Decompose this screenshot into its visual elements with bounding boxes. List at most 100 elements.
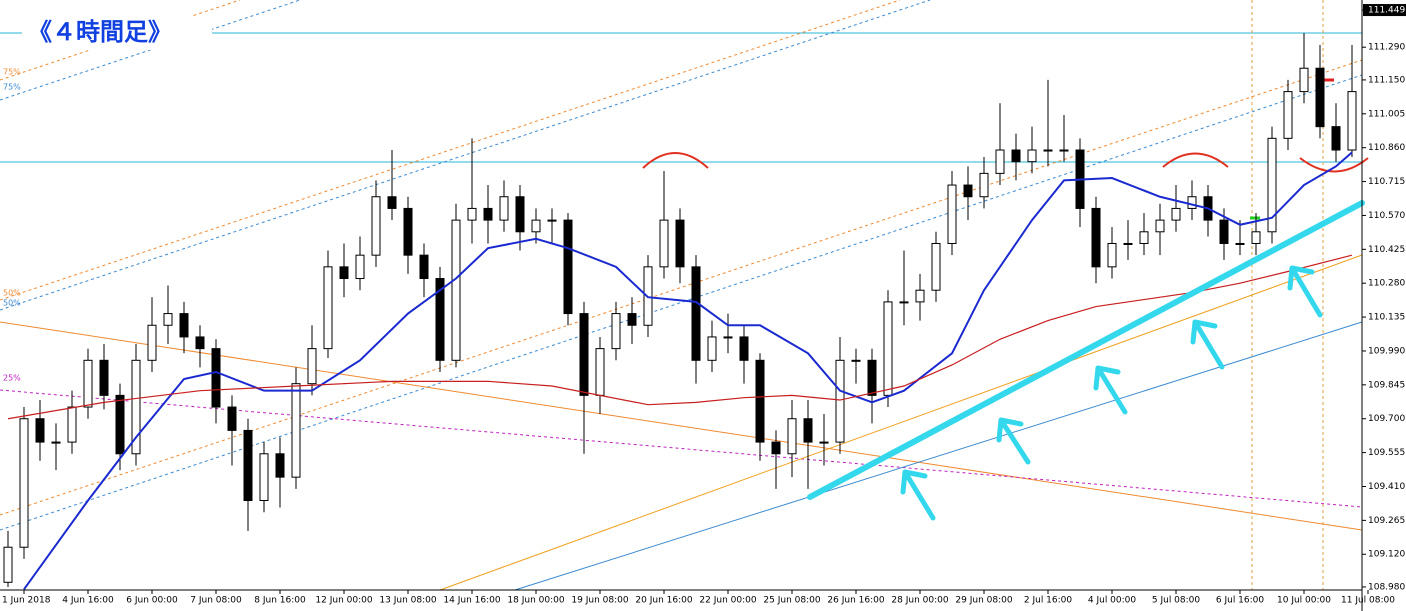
candle-body: [211, 348, 221, 408]
chart-title: 《４時間足》: [28, 18, 172, 46]
y-tick-label: 110.570: [1368, 211, 1405, 221]
channel-line: [0, 59, 1363, 516]
channel-line: [0, 0, 931, 311]
candle-body: [131, 359, 141, 455]
y-tick-label: 110.425: [1368, 245, 1405, 255]
arrow: [1190, 319, 1225, 370]
candle-body: [451, 219, 461, 361]
candle-body: [163, 313, 173, 326]
candle-body: [1123, 242, 1133, 245]
x-tick-label: 10 Jul 00:00: [1277, 596, 1331, 606]
candle-body: [595, 348, 605, 396]
candle-body: [467, 207, 477, 221]
candle-body: [483, 207, 493, 221]
candle-body: [867, 359, 877, 396]
candle-body: [259, 453, 269, 502]
candle-body: [803, 418, 813, 443]
candle-body: [947, 184, 957, 244]
candle-body: [419, 254, 429, 280]
x-tick-label: 5 Jul 08:00: [1152, 596, 1201, 606]
candle-body: [83, 359, 93, 408]
candle-body: [3, 546, 13, 583]
x-tick-label: 20 Jun 16:00: [635, 596, 692, 606]
candle-body: [179, 313, 189, 338]
arc: [1162, 152, 1229, 168]
overlay: [807, 200, 1365, 521]
candle-body: [1331, 126, 1341, 151]
x-tick-label: 22 Jun 00:00: [699, 596, 756, 606]
arrows: [900, 265, 1323, 521]
candle-body: [1139, 231, 1149, 244]
last-price-box: [1363, 4, 1406, 17]
y-tick-label: 109.555: [1368, 448, 1405, 458]
candle-body: [771, 441, 781, 455]
arrow: [1287, 265, 1323, 318]
level-label: 75%: [3, 83, 21, 92]
candle-body: [243, 429, 253, 502]
y-tick-label: 109.410: [1368, 482, 1405, 492]
candle-body: [1155, 219, 1165, 233]
channel-line: [0, 74, 1363, 531]
candle-body: [883, 301, 893, 396]
y-tick-label: 111.005: [1368, 109, 1405, 119]
level-label: 25%: [3, 374, 21, 383]
candle-body: [275, 453, 285, 478]
x-tick-label: 18 Jun 00:00: [507, 596, 564, 606]
arrow: [900, 469, 936, 521]
candle-body: [531, 219, 541, 233]
candle-body: [499, 196, 509, 221]
candle-body: [1187, 196, 1197, 209]
candle-body: [1107, 242, 1117, 268]
candle-body: [563, 219, 573, 315]
candle-body: [323, 266, 333, 350]
candle-body: [1235, 242, 1245, 245]
candle-body: [627, 313, 637, 326]
arrow: [996, 417, 1031, 465]
x-tick-label: 19 Jun 08:00: [571, 596, 628, 606]
title-background: [22, 16, 212, 50]
candle-body: [371, 196, 381, 256]
candle-body: [691, 266, 701, 361]
candle-body: [1283, 91, 1293, 139]
level-label: 50%: [3, 299, 21, 308]
candle-body: [35, 418, 45, 443]
candle-body: [1251, 231, 1261, 244]
candle-body: [1219, 219, 1229, 244]
candle-body: [723, 336, 733, 339]
candle-body: [851, 359, 861, 362]
y-tick-label: 109.120: [1368, 550, 1405, 560]
x-tick-label: 26 Jun 16:00: [827, 596, 884, 606]
candle-body: [1027, 149, 1037, 163]
y-tick-label: 109.845: [1368, 380, 1405, 390]
y-tick-label: 111.449: [1368, 6, 1405, 16]
y-tick-label: 110.135: [1368, 313, 1405, 323]
candle-body: [403, 207, 413, 256]
candle-body: [1315, 67, 1325, 128]
y-tick-label: 110.860: [1368, 143, 1405, 153]
candle-body: [579, 313, 589, 396]
support-line: [807, 200, 1365, 500]
candle-body: [659, 219, 669, 268]
candle-body: [675, 219, 685, 268]
candle-body: [915, 289, 925, 303]
candle-body: [1091, 207, 1101, 268]
x-tick-label: 12 Jun 00:00: [315, 596, 372, 606]
candle-body: [1043, 149, 1053, 152]
moving-average: [7, 254, 1353, 420]
trend-line: [439, 254, 1363, 591]
candle-body: [307, 348, 317, 385]
x-tick-label: 14 Jun 16:00: [443, 596, 500, 606]
candle-body: [707, 336, 717, 361]
candle-body: [995, 149, 1005, 174]
trend-line: [0, 321, 1363, 531]
level-label: 75%: [3, 68, 21, 77]
y-tick-label: 108.980: [1368, 582, 1405, 592]
candle-body: [819, 441, 829, 444]
candle-body: [739, 336, 749, 361]
candle-body: [899, 301, 909, 304]
candle-body: [1059, 149, 1069, 152]
y-tick-label: 109.990: [1368, 346, 1405, 356]
x-tick-label: 4 Jun 16:00: [62, 596, 114, 606]
x-tick-label: 8 Jun 16:00: [254, 596, 306, 606]
